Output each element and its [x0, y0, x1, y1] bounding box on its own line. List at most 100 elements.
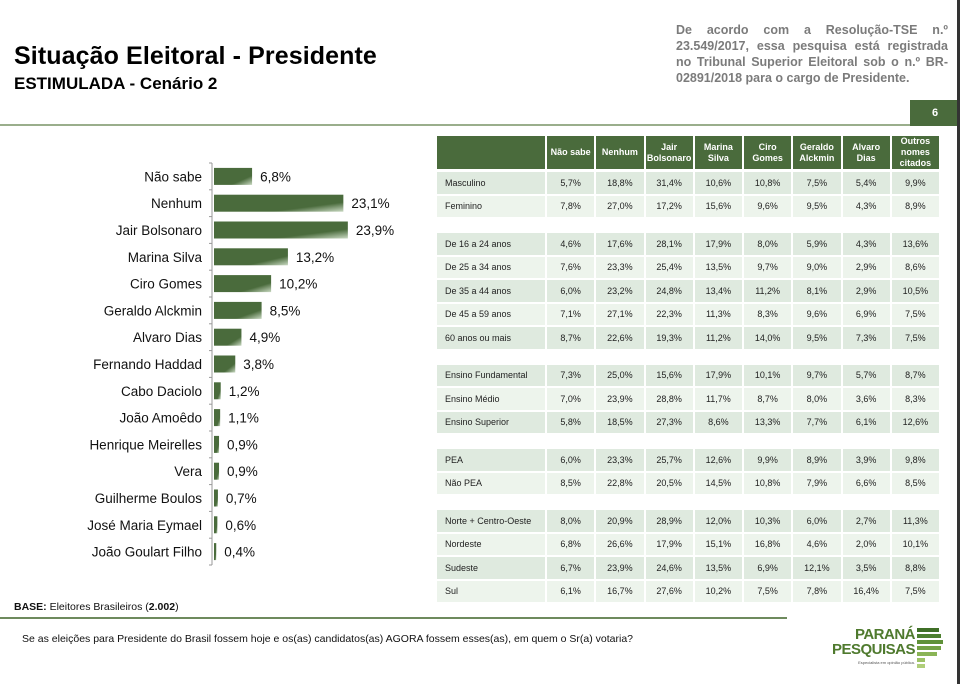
table-cell: 18,8%: [596, 172, 644, 196]
table-cell: 11,3%: [891, 510, 939, 534]
table-cell: 9,9%: [744, 449, 792, 473]
group-spacer: [437, 350, 939, 365]
table-cell: 3,9%: [842, 449, 890, 473]
table-cell: 10,8%: [744, 472, 792, 496]
bar-value-label: 13,2%: [296, 250, 334, 265]
table-cell: 9,5%: [793, 327, 841, 351]
table-row: Ensino Médio 7,0% 23,9% 28,8% 11,7% 8,7% 8,0% 3…: [437, 388, 939, 412]
logo-tagline: Especialista em opinião pública.: [858, 660, 915, 665]
table-cell: 13,6%: [891, 233, 939, 257]
row-label: Masculino: [437, 172, 545, 196]
crosstab-table: Não sabe Nenhum Jair Bolsonaro Marina Silva…: [435, 136, 941, 604]
tse-registration-note: De acordo com a Resolução-TSE n.º 23.549…: [676, 23, 948, 85]
row-label: Ensino Superior: [437, 411, 545, 435]
column-header: Alvaro Dias: [842, 136, 890, 172]
category-label: Ciro Gomes: [130, 277, 202, 292]
table-cell: 16,4%: [842, 580, 890, 604]
table-cell: 6,1%: [547, 580, 595, 604]
table-cell: 10,8%: [744, 172, 792, 196]
table-cell: 14,0%: [744, 327, 792, 351]
table-cell: 2,9%: [842, 280, 890, 304]
table-cell: 11,3%: [694, 303, 742, 327]
table-cell: 19,3%: [645, 327, 693, 351]
table-cell: 6,9%: [744, 557, 792, 581]
table-row: Sudeste 6,7% 23,9% 24,6% 13,5% 6,9% 12,1% 3,5% 8…: [437, 557, 939, 581]
table-cell: 27,1%: [596, 303, 644, 327]
category-label: Nenhum: [151, 196, 202, 211]
group-spacer-cell: [437, 219, 939, 233]
table-cell: 27,6%: [645, 580, 693, 604]
row-label: De 35 a 44 anos: [437, 280, 545, 304]
bar: [214, 248, 288, 266]
table-cell: 7,5%: [891, 327, 939, 351]
row-label: Ensino Médio: [437, 388, 545, 412]
column-header: Ciro Gomes: [744, 136, 792, 172]
table-cell: 7,7%: [793, 411, 841, 435]
table-cell: 23,9%: [596, 557, 644, 581]
row-label: De 16 a 24 anos: [437, 233, 545, 257]
table-cell: 12,1%: [793, 557, 841, 581]
table-cell: 8,6%: [891, 256, 939, 280]
table-cell: 17,6%: [596, 233, 644, 257]
table-cell: 11,2%: [744, 280, 792, 304]
table-cell: 8,7%: [891, 364, 939, 388]
table-cell: 7,5%: [793, 172, 841, 196]
table-cell: 2,0%: [842, 533, 890, 557]
table-cell: 22,3%: [645, 303, 693, 327]
table-row: De 45 a 59 anos 7,1% 27,1% 22,3% 11,3% 8,3% 9,…: [437, 303, 939, 327]
category-label: Cabo Daciolo: [121, 384, 202, 399]
table-cell: 10,5%: [891, 280, 939, 304]
group-spacer: [437, 219, 939, 233]
bar: [214, 382, 221, 400]
category-label: João Goulart Filho: [92, 545, 202, 560]
bar-value-label: 3,8%: [243, 357, 274, 372]
bar: [214, 355, 236, 373]
category-label: Guilherme Boulos: [95, 491, 203, 506]
bar: [214, 194, 344, 212]
table-cell: 20,9%: [596, 510, 644, 534]
page-number: 6: [910, 100, 960, 126]
table-cell: 26,6%: [596, 533, 644, 557]
table-row: De 35 a 44 anos 6,0% 23,2% 24,8% 13,4% 11,2% 8…: [437, 280, 939, 304]
table-cell: 5,7%: [842, 364, 890, 388]
table-cell: 6,0%: [547, 449, 595, 473]
table-row: De 16 a 24 anos 4,6% 17,6% 28,1% 17,9% 8,0% 5,…: [437, 233, 939, 257]
category-label: Vera: [174, 464, 202, 479]
table-row: Norte + Centro-Oeste 8,0% 20,9% 28,9% 12,0% 1…: [437, 510, 939, 534]
table-cell: 13,4%: [694, 280, 742, 304]
table-cell: 5,8%: [547, 411, 595, 435]
bar-value-label: 10,2%: [279, 277, 317, 292]
table-header-row: Não sabe Nenhum Jair Bolsonaro Marina Silva…: [437, 136, 939, 172]
table-cell: 5,9%: [793, 233, 841, 257]
page-subtitle: ESTIMULADA - Cenário 2: [14, 74, 218, 93]
category-label: Henrique Meirelles: [89, 437, 202, 452]
table-cell: 5,7%: [547, 172, 595, 196]
group-spacer: [437, 435, 939, 449]
table-cell: 9,9%: [891, 172, 939, 196]
table-row: De 25 a 34 anos 7,6% 23,3% 25,4% 13,5% 9,7% 9,…: [437, 256, 939, 280]
table-cell: 7,5%: [891, 580, 939, 604]
table-row: Ensino Superior 5,8% 18,5% 27,3% 8,6% 13,3% 7,…: [437, 411, 939, 435]
category-label: Jair Bolsonaro: [116, 223, 202, 238]
table-cell: 17,9%: [694, 233, 742, 257]
table-cell: 8,0%: [793, 388, 841, 412]
table-cell: 12,6%: [891, 411, 939, 435]
base-label: BASE:: [14, 601, 47, 613]
row-label: Ensino Fundamental: [437, 364, 545, 388]
bar-value-label: 0,6%: [225, 518, 256, 533]
row-label: Sudeste: [437, 557, 545, 581]
table-cell: 9,6%: [793, 303, 841, 327]
category-label: José Maria Eymael: [87, 518, 202, 533]
table-cell: 5,4%: [842, 172, 890, 196]
row-label: Não PEA: [437, 472, 545, 496]
table-cell: 17,9%: [645, 533, 693, 557]
bar: [214, 435, 220, 453]
bar: [214, 462, 220, 480]
bar-value-label: 4,9%: [249, 330, 280, 345]
table-cell: 6,6%: [842, 472, 890, 496]
table-cell: 7,6%: [547, 256, 595, 280]
survey-question: Se as eleições para Presidente do Brasil…: [22, 633, 634, 645]
table-cell: 6,7%: [547, 557, 595, 581]
table-cell: 3,6%: [842, 388, 890, 412]
bar-value-label: 1,2%: [229, 384, 260, 399]
